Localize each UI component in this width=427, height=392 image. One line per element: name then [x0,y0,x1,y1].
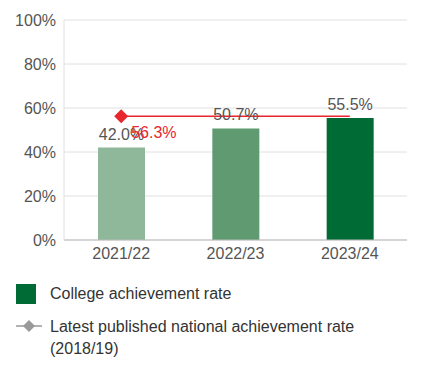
svg-text:2022/23: 2022/23 [207,245,265,262]
html-text:College achievement rate: College achievement rate [50,285,232,302]
svg-text:2021/22: 2021/22 [92,245,150,262]
svg-text:2023/24: 2023/24 [321,245,379,262]
svg-text:40%: 40% [24,144,56,161]
svg-text:55.5%: 55.5% [327,96,372,113]
svg-text:80%: 80% [24,56,56,73]
svg-text:100%: 100% [15,12,56,29]
svg-text:0%: 0% [33,232,56,249]
svg-text:56.3%: 56.3% [131,124,176,141]
svg-text:42.0%: 42.0% [98,125,145,143]
svg-text:60%: 60% [24,100,56,117]
svg-text:20%: 20% [24,188,56,205]
html-text:Latest published national achi: Latest published national achievement ra… [50,318,355,357]
svg-text:50.7%: 50.7% [213,106,258,123]
